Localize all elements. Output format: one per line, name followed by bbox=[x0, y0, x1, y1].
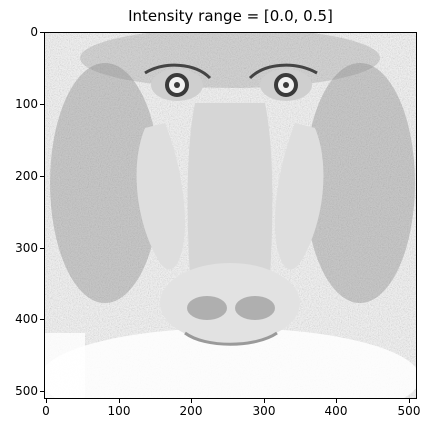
y-tick bbox=[40, 248, 44, 249]
x-tick bbox=[191, 399, 192, 403]
y-tick bbox=[40, 176, 44, 177]
y-tick bbox=[40, 391, 44, 392]
image-axes bbox=[44, 32, 417, 399]
y-tick-label: 500 bbox=[15, 384, 38, 398]
x-tick bbox=[264, 399, 265, 403]
x-tick-label: 400 bbox=[324, 404, 348, 418]
x-tick-label: 200 bbox=[179, 404, 203, 418]
y-tick-label: 0 bbox=[30, 25, 38, 39]
mandrill-image bbox=[45, 33, 416, 398]
x-tick bbox=[46, 399, 47, 403]
x-tick-label: 500 bbox=[397, 404, 421, 418]
x-tick bbox=[409, 399, 410, 403]
y-tick-label: 100 bbox=[15, 97, 38, 111]
y-tick bbox=[40, 319, 44, 320]
y-tick-label: 200 bbox=[15, 169, 38, 183]
y-tick bbox=[40, 32, 44, 33]
x-tick-label: 300 bbox=[252, 404, 276, 418]
x-tick-label: 100 bbox=[107, 404, 131, 418]
x-tick-label: 0 bbox=[42, 404, 50, 418]
plot-title: Intensity range = [0.0, 0.5] bbox=[128, 7, 333, 25]
x-tick bbox=[119, 399, 120, 403]
y-tick-label: 400 bbox=[15, 312, 38, 326]
y-tick bbox=[40, 104, 44, 105]
y-tick-label: 300 bbox=[15, 241, 38, 255]
x-tick bbox=[336, 399, 337, 403]
